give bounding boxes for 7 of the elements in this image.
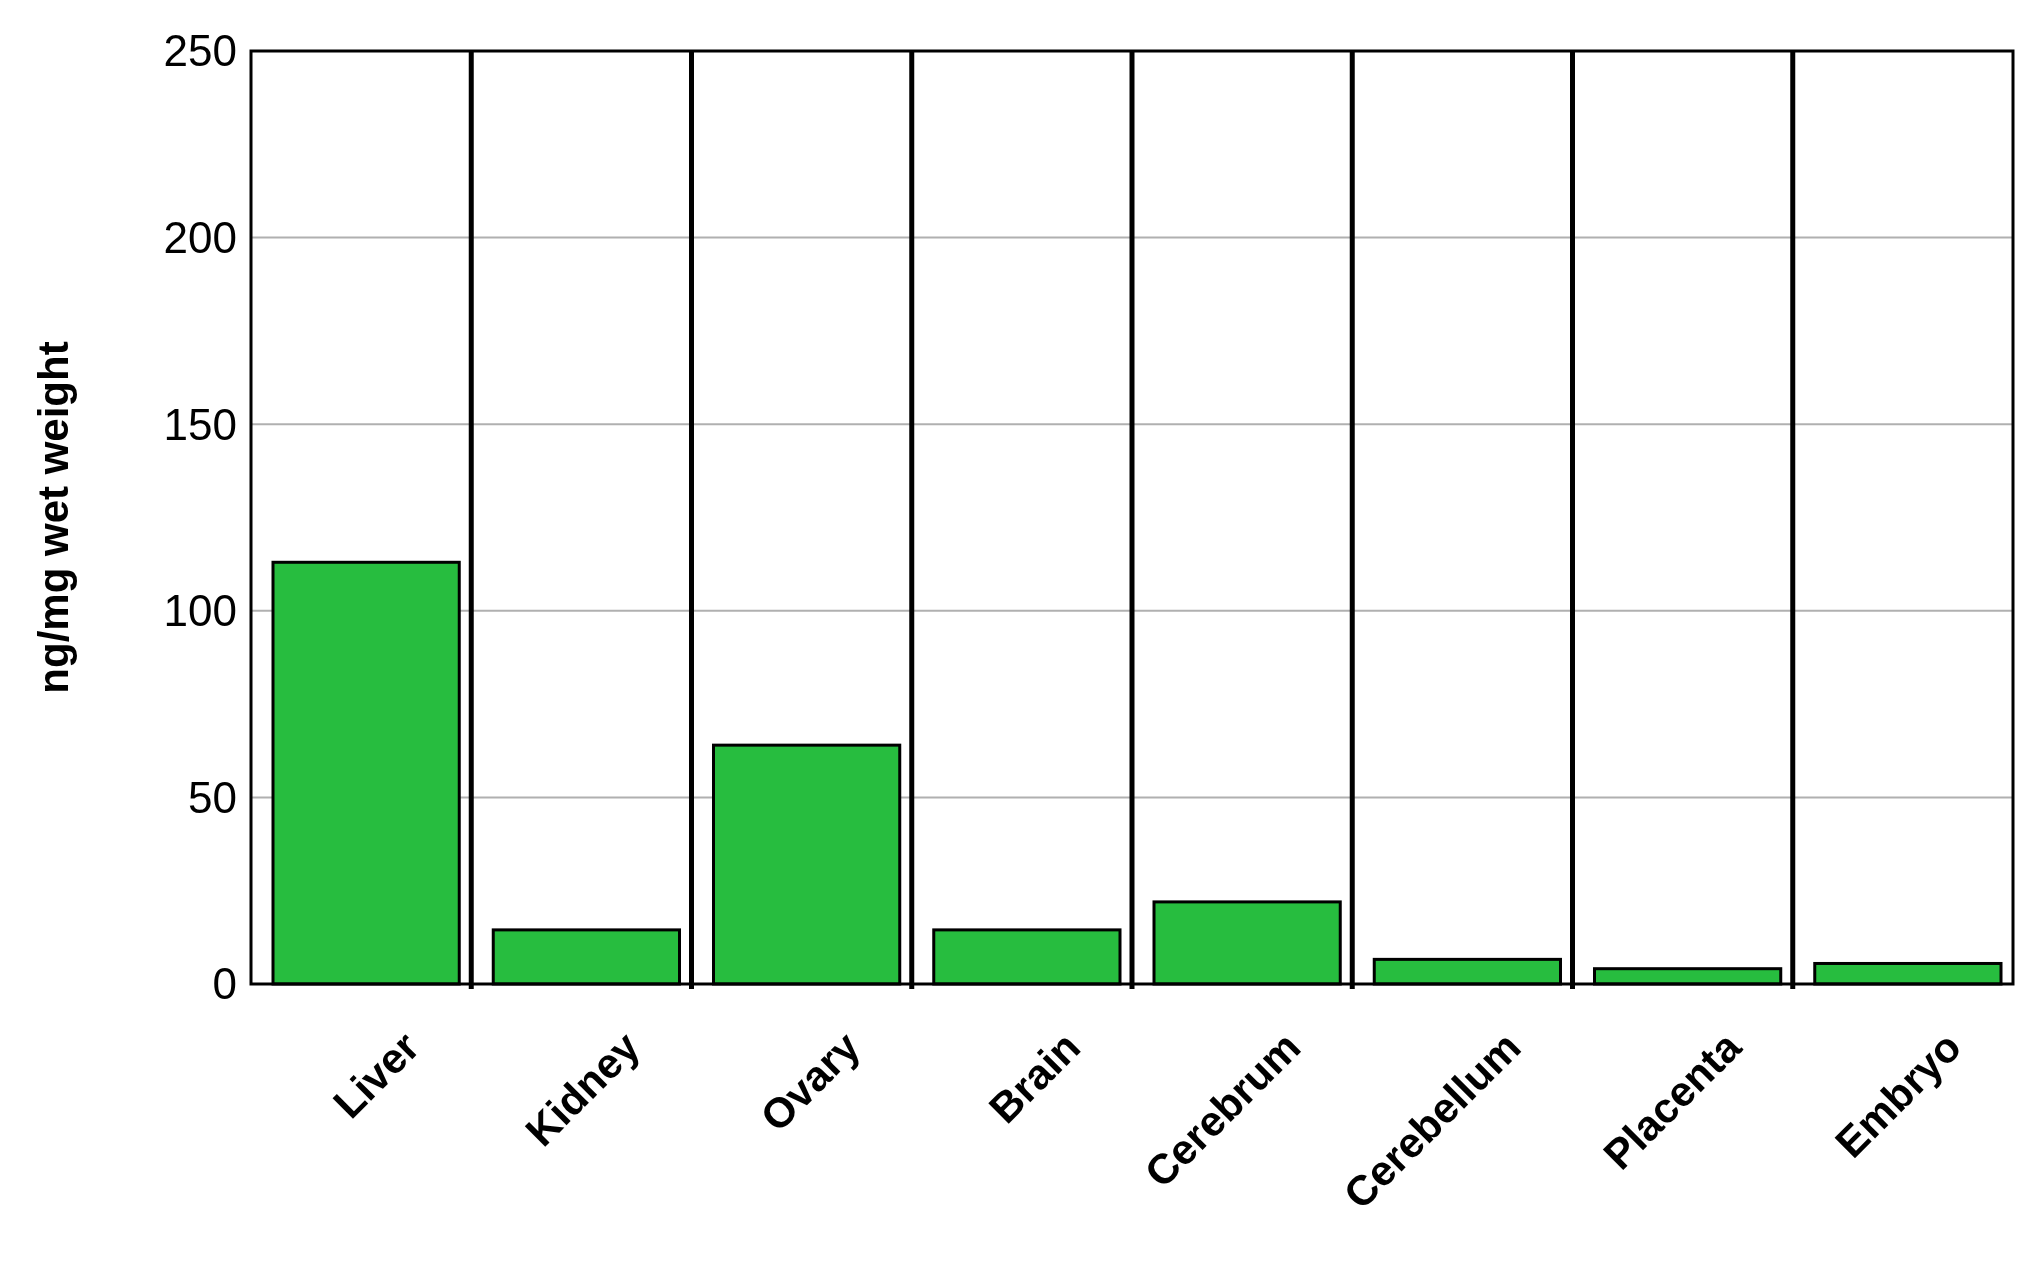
y-tick-label: 50 — [188, 772, 237, 822]
y-axis-title: ng/mg wet weight — [30, 341, 77, 694]
y-tick-label: 250 — [163, 26, 237, 76]
y-tick-label: 150 — [163, 399, 237, 449]
y-tick-label: 0 — [212, 959, 237, 1009]
y-tick-label: 100 — [163, 586, 237, 636]
y-tick-label: 200 — [163, 213, 237, 262]
